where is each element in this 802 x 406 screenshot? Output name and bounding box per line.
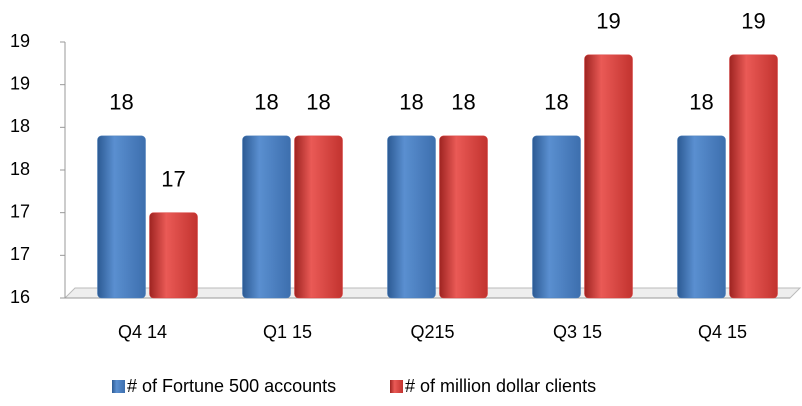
bar	[584, 54, 633, 299]
bar	[729, 54, 778, 299]
bar	[97, 135, 146, 299]
x-tick-label: Q3 15	[553, 322, 602, 342]
bar	[532, 135, 581, 299]
bar	[439, 135, 488, 299]
y-tick-label: 18	[10, 116, 30, 136]
bar	[677, 135, 726, 299]
y-tick-label: 17	[10, 244, 30, 264]
y-tick-label: 19	[10, 31, 30, 51]
bar	[294, 135, 343, 299]
y-tick-label: 18	[10, 159, 30, 179]
data-label: 18	[689, 90, 713, 115]
bar	[242, 135, 291, 299]
data-label: 18	[306, 90, 330, 115]
x-tick-label: Q1 15	[263, 322, 312, 342]
legend-swatch	[390, 380, 403, 393]
data-label: 18	[254, 90, 278, 115]
data-label: 18	[109, 90, 133, 115]
data-label: 18	[399, 90, 423, 115]
legend-swatch	[112, 380, 125, 393]
legend-label: # of Fortune 500 accounts	[127, 376, 336, 396]
data-label: 18	[544, 90, 568, 115]
data-label: 19	[596, 9, 620, 34]
x-tick-label: Q4 15	[698, 322, 747, 342]
x-tick-label: Q4 14	[118, 322, 167, 342]
x-tick-label: Q215	[410, 322, 454, 342]
bar	[149, 212, 198, 299]
y-tick-label: 16	[10, 287, 30, 307]
data-label: 17	[161, 166, 185, 191]
y-tick-label: 19	[10, 73, 30, 93]
legend-label: # of million dollar clients	[405, 376, 596, 396]
data-label: 18	[451, 90, 475, 115]
y-tick-label: 17	[10, 201, 30, 221]
bar	[387, 135, 436, 299]
data-label: 19	[741, 9, 765, 34]
